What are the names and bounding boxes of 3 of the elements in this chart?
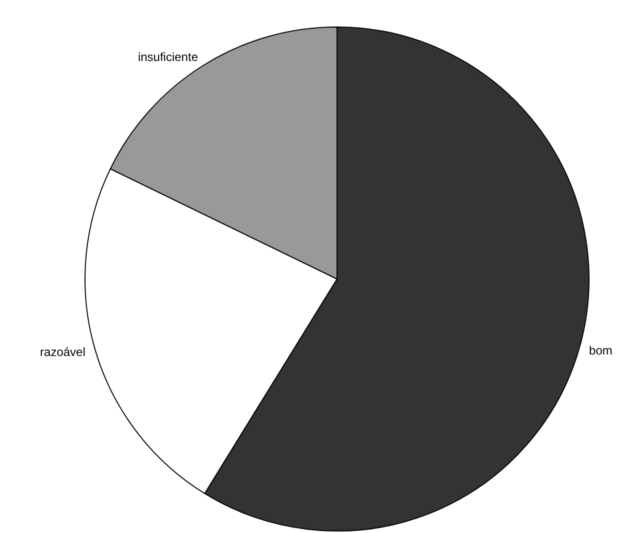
slice-label: insuficiente	[138, 50, 198, 64]
slice-label: bom	[589, 344, 612, 358]
slice-label: razoável	[40, 345, 86, 360]
